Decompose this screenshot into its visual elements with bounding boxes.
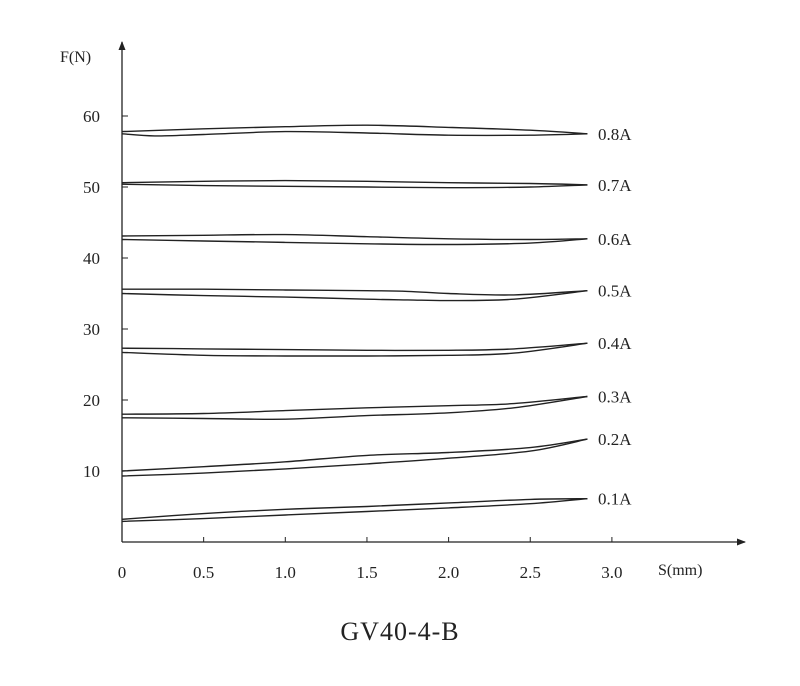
y-tick-label: 50: [83, 178, 100, 197]
force-stroke-chart: F(N) S(mm) 0 0.5 1.0 1.5 2.0 2.5 3.0 10 20 30 40 50 6…: [60, 41, 746, 582]
series-line-lower: [121, 395, 588, 420]
series-label: 0.6A: [598, 230, 632, 249]
x-tick-label: 3.0: [601, 563, 622, 582]
x-axis-label: S(mm): [658, 562, 702, 579]
y-tick-label: 30: [83, 320, 100, 339]
y-tick-label: 10: [83, 462, 100, 481]
x-tick-label: 1.5: [356, 563, 377, 582]
x-tick-label: 2.0: [438, 563, 459, 582]
series-label: 0.7A: [598, 176, 632, 195]
series-line-upper: [121, 395, 588, 415]
series-line-lower: [121, 130, 588, 137]
x-tick-label: 0.5: [193, 563, 214, 582]
series-label: 0.2A: [598, 430, 632, 449]
series-line-lower: [121, 438, 588, 477]
series-label: 0.3A: [598, 387, 632, 406]
series-line-upper: [121, 179, 588, 186]
y-tick-label: 60: [83, 107, 100, 126]
y-tick-label: 40: [83, 249, 100, 268]
y-tick-label: 20: [83, 391, 100, 410]
x-tick-label: 0: [118, 563, 127, 582]
series-label: 0.1A: [598, 490, 632, 509]
series-line-lower: [121, 342, 588, 357]
series-line-lower: [121, 498, 588, 523]
x-tick-label: 2.5: [520, 563, 541, 582]
series-line-lower: [121, 290, 588, 302]
series-label: 0.8A: [598, 125, 632, 144]
x-tick-label: 1.0: [275, 563, 296, 582]
series-line-upper: [121, 288, 588, 296]
series-line-upper: [121, 342, 588, 352]
series-line-upper: [121, 498, 588, 520]
chart-caption: GV40-4-B: [340, 617, 460, 646]
series-line-upper: [121, 233, 588, 241]
series-label: 0.4A: [598, 334, 632, 353]
series-line-upper: [121, 438, 588, 472]
series-label: 0.5A: [598, 282, 632, 301]
series-line-lower: [121, 183, 588, 189]
series-line-lower: [121, 238, 588, 246]
series-line-upper: [121, 124, 588, 135]
y-axis-label: F(N): [60, 49, 91, 66]
